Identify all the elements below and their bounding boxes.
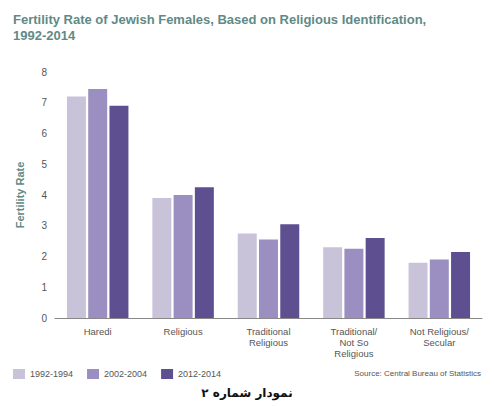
svg-text:Not Religious/: Not Religious/ bbox=[410, 326, 469, 337]
svg-text:Religious: Religious bbox=[334, 348, 373, 359]
svg-text:1: 1 bbox=[41, 282, 47, 293]
svg-text:6: 6 bbox=[41, 128, 47, 139]
svg-text:Haredi: Haredi bbox=[84, 326, 112, 337]
svg-text:Not So: Not So bbox=[339, 337, 368, 348]
svg-text:5: 5 bbox=[41, 159, 47, 170]
svg-text:Religious: Religious bbox=[249, 337, 288, 348]
svg-text:Source: Central Bureau of Stat: Source: Central Bureau of Statistics bbox=[354, 369, 481, 378]
svg-text:Fertility Rate of Jewish Femal: Fertility Rate of Jewish Females, Based … bbox=[13, 12, 430, 27]
svg-text:3: 3 bbox=[41, 220, 47, 231]
svg-text:1992-2014: 1992-2014 bbox=[13, 28, 76, 43]
svg-text:7: 7 bbox=[41, 97, 47, 108]
svg-text:نمودار شماره ۲: نمودار شماره ۲ bbox=[201, 386, 292, 401]
svg-text:1992-1994: 1992-1994 bbox=[30, 369, 73, 379]
svg-text:8: 8 bbox=[41, 67, 47, 78]
svg-text:Fertility Rate: Fertility Rate bbox=[14, 162, 26, 229]
svg-text:Secular: Secular bbox=[423, 337, 455, 348]
svg-text:Traditional/: Traditional/ bbox=[331, 326, 378, 337]
svg-text:0: 0 bbox=[41, 313, 47, 324]
svg-text:2: 2 bbox=[41, 251, 47, 262]
svg-text:2012-2014: 2012-2014 bbox=[178, 369, 221, 379]
svg-text:Traditional: Traditional bbox=[246, 326, 290, 337]
svg-text:4: 4 bbox=[41, 190, 47, 201]
svg-text:Religious: Religious bbox=[164, 326, 203, 337]
svg-text:2002-2004: 2002-2004 bbox=[104, 369, 147, 379]
